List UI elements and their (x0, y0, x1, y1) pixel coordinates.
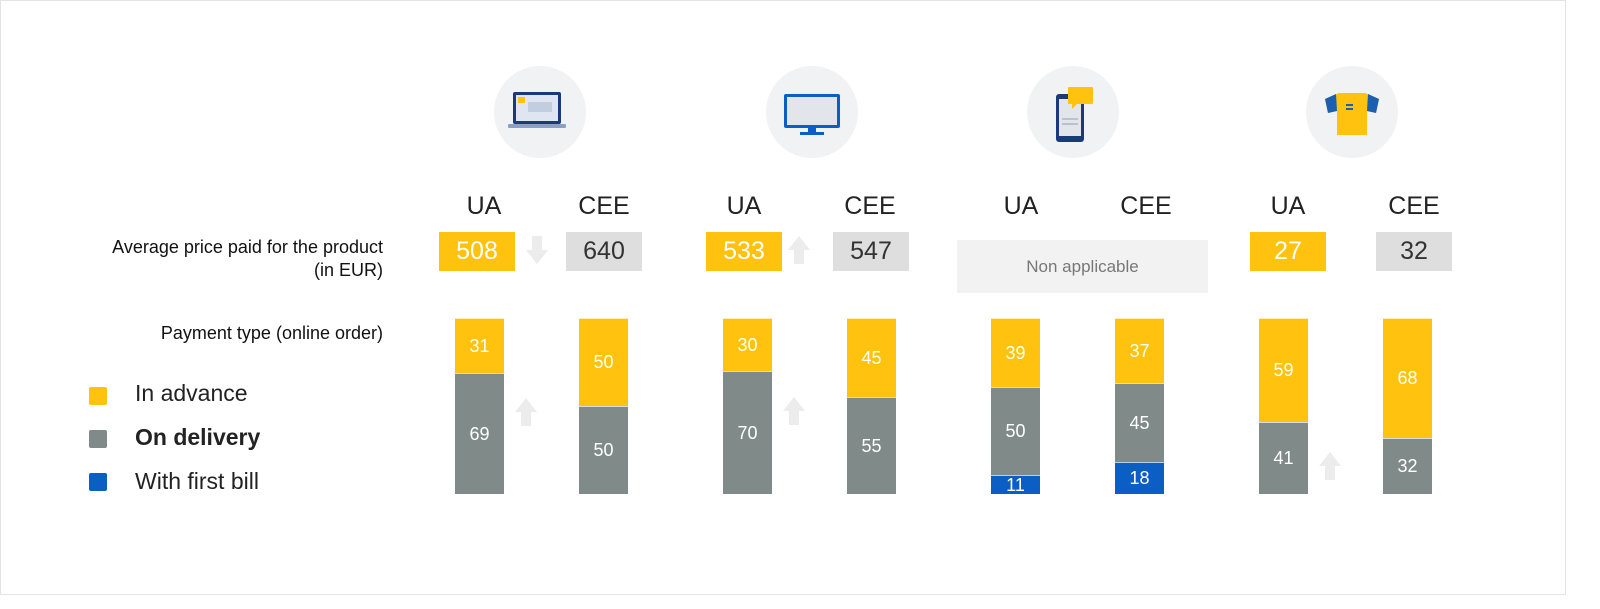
payment-trend-up-arrow (1319, 452, 1341, 480)
bar-segment-first-bill: 11 (991, 475, 1040, 495)
col-head-phone-cee: CEE (1120, 192, 1172, 220)
bar-segment-delivery: 70 (723, 371, 772, 494)
col-head-tshirt-cee: CEE (1388, 192, 1440, 220)
bar-segment-advance: 45 (847, 318, 896, 397)
price-monitor-ua: 533 (706, 232, 782, 271)
legend-label-delivery: On delivery (135, 424, 261, 450)
legend-swatch-first-bill (89, 473, 107, 491)
col-head-laptop-ua: UA (466, 192, 502, 220)
price-laptop-cee: 640 (566, 232, 642, 271)
bar-segment-delivery: 55 (847, 397, 896, 494)
laptop-icon (494, 66, 586, 158)
bar-segment-advance: 59 (1259, 318, 1308, 422)
payment-type-label: Payment type (online order) (160, 323, 383, 343)
bar-segment-delivery: 50 (579, 406, 628, 494)
price-tshirt-cee: 32 (1376, 232, 1452, 271)
monitor-icon (766, 66, 858, 158)
col-head-monitor-ua: UA (726, 192, 762, 220)
bar-segment-advance: 68 (1383, 318, 1432, 438)
legend-swatch-advance (89, 387, 107, 405)
col-head-laptop-cee: CEE (578, 192, 630, 220)
price-trend-down-arrow-laptop (526, 236, 548, 264)
price-monitor-cee: 547 (833, 232, 909, 271)
bar-segment-advance: 50 (579, 318, 628, 406)
smartphone-icon (1027, 66, 1119, 158)
legend-swatch-delivery (89, 430, 107, 448)
bar-segment-advance: 39 (991, 318, 1040, 387)
bar-segment-delivery: 45 (1115, 383, 1164, 462)
bar-segment-advance: 30 (723, 318, 772, 371)
col-head-monitor-cee: CEE (844, 192, 896, 220)
bar-segment-first-bill: 18 (1115, 462, 1164, 494)
tshirt-icon (1306, 66, 1398, 158)
price-trend-up-arrow-monitor (788, 236, 810, 264)
bar-segment-delivery: 69 (455, 373, 504, 494)
price-tshirt-ua: 27 (1250, 232, 1326, 271)
bar-segment-advance: 37 (1115, 318, 1164, 383)
avg-price-label: Average price paid for the product (in E… (112, 237, 383, 280)
price-phone-na: Non applicable (957, 240, 1208, 293)
col-head-tshirt-ua: UA (1270, 192, 1306, 220)
bar-segment-advance: 31 (455, 318, 504, 373)
bar-segment-delivery: 41 (1259, 422, 1308, 494)
bar-segment-delivery: 32 (1383, 438, 1432, 494)
col-head-phone-ua: UA (1003, 192, 1039, 220)
payment-trend-up-arrow (783, 397, 805, 425)
bar-segment-delivery: 50 (991, 387, 1040, 475)
legend-label-advance: In advance (135, 380, 248, 406)
chart-frame (0, 0, 1566, 595)
payment-trend-up-arrow (515, 398, 537, 426)
legend-label-first-bill: With first bill (135, 468, 259, 494)
price-laptop-ua: 508 (439, 232, 515, 271)
